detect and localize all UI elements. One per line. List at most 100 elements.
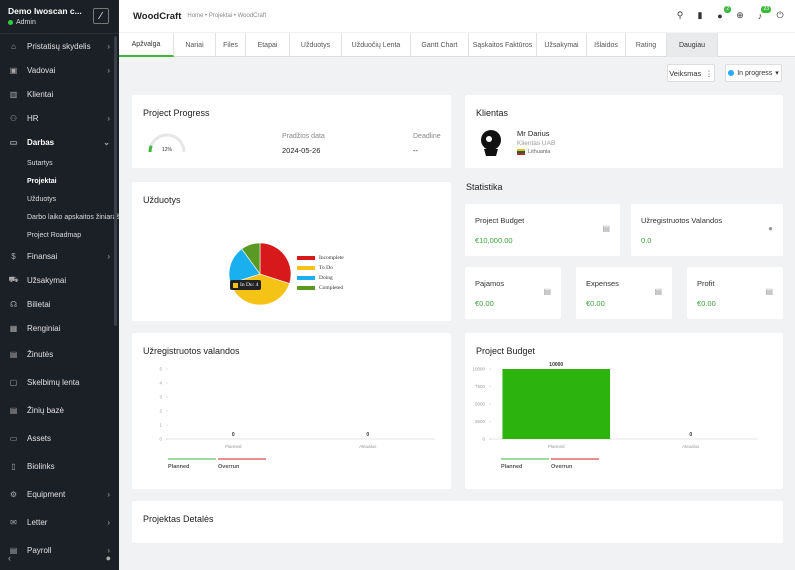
timer-icon[interactable]: ● 2 bbox=[717, 5, 731, 21]
progress-gauge: 12% bbox=[148, 133, 186, 153]
bar-value-label: 0 bbox=[232, 432, 235, 438]
legend-swatch bbox=[297, 286, 315, 290]
plus-icon[interactable]: ⊕ bbox=[736, 10, 744, 20]
sidebar-subitem[interactable]: Darbo laiko apskaitos žiniaraštis bbox=[27, 213, 119, 221]
message-icon: ▤ bbox=[9, 349, 18, 359]
legend-item[interactable]: Incomplete bbox=[297, 253, 344, 263]
sidebar-subitem[interactable]: Sutartys bbox=[27, 159, 53, 167]
bar-planned[interactable] bbox=[502, 369, 611, 439]
tab-gantt-chart[interactable]: Gantt Chart bbox=[411, 33, 469, 57]
sidebar-item-u-sakymai[interactable]: ⛟ Užsakymai bbox=[0, 268, 119, 292]
breadcrumb[interactable]: Home • Projektai • WoodCraft bbox=[187, 13, 267, 19]
bar-value-label: 10000 bbox=[549, 362, 563, 368]
tab-etapai[interactable]: Etapai bbox=[246, 33, 290, 57]
hours-bar-chart: 0 1 2 3 4 5 0 Planned 0 Aktualus Planned Overrun bbox=[159, 367, 435, 470]
legend-item[interactable]: Doing bbox=[297, 273, 344, 283]
legend-label: Incomplete bbox=[319, 255, 344, 261]
legend-item[interactable]: To Do bbox=[297, 263, 344, 273]
sidebar-item-hr[interactable]: ⚇ HR › bbox=[0, 106, 119, 130]
sidebar-item-pristatis-skydelis[interactable]: ⌂ Pristatisų skydelis › bbox=[0, 34, 119, 58]
online-status-icon bbox=[8, 20, 13, 25]
tab-nariai[interactable]: Nariai bbox=[174, 33, 216, 57]
sidebar-item-klientai[interactable]: ▥ Klientai bbox=[0, 82, 119, 106]
legend-swatch bbox=[297, 266, 315, 270]
envelope-icon: ✉ bbox=[10, 517, 17, 527]
tab-daugiau[interactable]: Daugiau bbox=[667, 33, 718, 57]
tooltip-text: In Do: 4 bbox=[240, 282, 259, 288]
page-title: WoodCraft bbox=[133, 10, 182, 22]
tab-u-duotys[interactable]: Užduotys bbox=[290, 33, 342, 57]
legend-item[interactable]: Completed bbox=[297, 283, 344, 293]
sidebar-item-label: HR bbox=[27, 113, 39, 123]
bell-icon[interactable]: ♪ 23 bbox=[757, 5, 771, 21]
legend-label[interactable]: Overrun bbox=[551, 464, 573, 470]
legend-label[interactable]: Planned bbox=[168, 464, 189, 470]
sidebar-item--ini-baz-[interactable]: ▤ Žinių bazė bbox=[0, 396, 119, 424]
hours-stat-card: Užregistruotos Valandos 0.0 ● bbox=[631, 204, 783, 256]
tab-u-duo-i-lenta[interactable]: Užduočių Lenta bbox=[342, 33, 411, 57]
sidebar-item-label: Darbas bbox=[27, 137, 55, 147]
y-tick-label: 5 bbox=[159, 367, 162, 372]
status-dropdown-button[interactable]: In progress ▾ bbox=[725, 64, 782, 82]
sidebar-item-payroll[interactable]: ▤ Payroll › bbox=[0, 536, 119, 564]
cart-icon: ⛟ bbox=[8, 275, 19, 284]
progress-title: Project Progress bbox=[143, 108, 210, 118]
pie-slice-incomplete[interactable] bbox=[259, 242, 292, 284]
tab-s-skaitos-fakt-ros[interactable]: Sąskaitos Faktūros bbox=[469, 33, 537, 57]
top-bar: WoodCraft Home • Projektai • WoodCraft ⚲… bbox=[119, 0, 795, 32]
legend-label[interactable]: Planned bbox=[501, 464, 522, 470]
profit-stat-card: Profit €0.00 ▤ bbox=[687, 267, 783, 319]
budget-chart-card: Project Budget 0 2500 5000 7500 10000 10000 Pl… bbox=[465, 333, 783, 489]
caret-down-icon: ▾ bbox=[775, 70, 779, 77]
company-name[interactable]: Demo Iwoscan c... bbox=[8, 6, 82, 16]
sidebar-item-finansai[interactable]: $ Finansai › bbox=[0, 244, 119, 268]
sidebar-item-equipment[interactable]: ⚙ Equipment › bbox=[0, 480, 119, 508]
sidebar-subitem[interactable]: Projektai bbox=[27, 177, 57, 185]
income-stat-card: Pajamos €0.00 ▤ bbox=[465, 267, 561, 319]
tab-files[interactable]: Files bbox=[216, 33, 246, 57]
gear-icon: ⚙ bbox=[9, 489, 18, 499]
actions-dropdown-button[interactable]: Veiksmas ⋮ bbox=[667, 64, 715, 82]
tab-u-sakymai[interactable]: Užsakymai bbox=[537, 33, 587, 57]
topbar-icons: ⚲ ▮ ● 2 ⊕ ♪ 23 ⏻ bbox=[675, 5, 785, 21]
user-role: Admin bbox=[8, 19, 111, 26]
sidebar-item-assets[interactable]: ▭ Assets bbox=[0, 424, 119, 452]
sidebar-subitem[interactable]: Užduotys bbox=[27, 195, 57, 203]
tab-i-laidos[interactable]: Išlaidos bbox=[587, 33, 626, 57]
client-country-label: Lithuania bbox=[528, 149, 551, 155]
sidebar-item-label: Finansai bbox=[27, 251, 58, 261]
profit-stat-value: €0.00 bbox=[697, 299, 716, 308]
power-icon[interactable]: ⏻ bbox=[776, 10, 784, 20]
y-tick-label: 7500 bbox=[475, 384, 486, 389]
legend-label[interactable]: Overrun bbox=[218, 464, 240, 470]
sidebar-toggle-button[interactable]: ⁄ bbox=[93, 8, 109, 24]
help-icon[interactable]: ● bbox=[105, 553, 111, 563]
legend-swatch bbox=[297, 256, 315, 260]
collapse-icon[interactable]: ‹ bbox=[8, 553, 11, 563]
sidebar-item-letter[interactable]: ✉ Letter › bbox=[0, 508, 119, 536]
search-icon[interactable]: ⚲ bbox=[676, 10, 684, 20]
sidebar-item-darbas[interactable]: ▭ Darbas ⌄ bbox=[0, 130, 119, 154]
sidebar-subitem[interactable]: Project Roadmap bbox=[27, 231, 82, 239]
clipboard-icon: ▢ bbox=[9, 377, 18, 387]
sidebar-header: Demo Iwoscan c... Admin ⁄ bbox=[0, 0, 119, 34]
tab-rating[interactable]: Rating bbox=[626, 33, 667, 57]
sidebar-item-vadovai[interactable]: ▣ Vadovai › bbox=[0, 58, 119, 82]
sidebar-item--inut-s[interactable]: ▤ Žinutės bbox=[0, 340, 119, 368]
sidebar-scrollbar[interactable] bbox=[114, 36, 117, 326]
client-company: Klientas UAB bbox=[517, 140, 556, 147]
sidebar-item-label: Renginiai bbox=[27, 323, 61, 333]
budget-chart-title: Project Budget bbox=[476, 346, 536, 356]
client-name[interactable]: Mr Darius bbox=[517, 129, 550, 138]
sidebar-item-bilietai[interactable]: ☊ Bilietai bbox=[0, 292, 119, 316]
pie-tooltip: In Do: 4 bbox=[230, 280, 262, 290]
chart-bars-icon: ▥ bbox=[9, 89, 18, 99]
money-icon: ▤ bbox=[543, 287, 551, 296]
pie-slice-completed[interactable] bbox=[241, 242, 261, 275]
sidebar-item-skelbim-lenta[interactable]: ▢ Skelbimų lenta bbox=[0, 368, 119, 396]
sidebar-item-biolinks[interactable]: ▯ Biolinks bbox=[0, 452, 119, 480]
sidebar-item-renginiai[interactable]: ▦ Renginiai bbox=[0, 316, 119, 340]
tab-ap-valga[interactable]: Apžvalga bbox=[119, 33, 174, 57]
notes-icon[interactable]: ▮ bbox=[697, 10, 703, 20]
chevron-right-icon: › bbox=[107, 113, 110, 123]
